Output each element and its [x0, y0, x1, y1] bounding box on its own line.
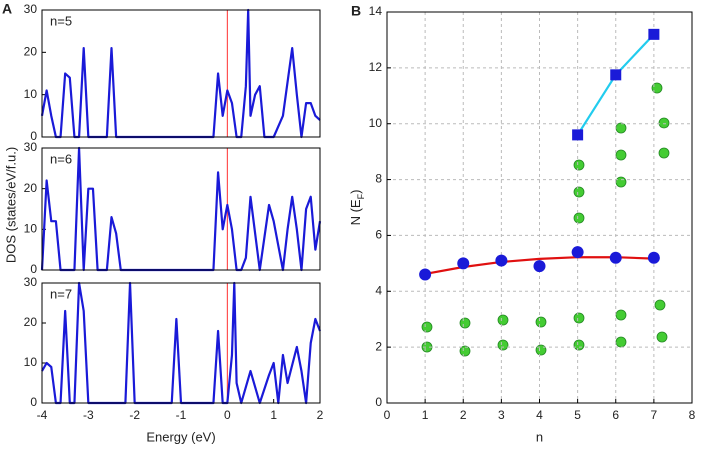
- frame: [41, 147, 321, 271]
- y-tick-label: 30: [24, 140, 38, 154]
- y-tick-label: 10: [24, 222, 38, 236]
- x-tick-label: 8: [689, 408, 696, 422]
- plot-area: [419, 28, 660, 281]
- point: [610, 69, 622, 81]
- x-tick-label: 5: [574, 408, 581, 422]
- y-tick-label: 20: [24, 181, 38, 195]
- y-tick-label: 8: [375, 172, 382, 186]
- plot-area: [40, 8, 321, 139]
- y-axis-label-part: N (E: [348, 199, 363, 225]
- y-tick-label: 10: [369, 116, 383, 130]
- point: [457, 257, 470, 270]
- y-tick-label: 20: [24, 315, 38, 329]
- frame: [386, 11, 693, 404]
- panel-label: A: [2, 1, 12, 17]
- panel-label: B: [351, 3, 361, 19]
- frame: [41, 282, 321, 404]
- y-tick-label: 12: [369, 60, 383, 74]
- y-tick-label: 10: [24, 355, 38, 369]
- point: [419, 268, 432, 281]
- point: [571, 246, 584, 259]
- series-line: [40, 146, 322, 272]
- y-tick-label: 30: [24, 275, 38, 289]
- x-axis-label: n: [536, 429, 543, 444]
- x-tick-label: 2: [460, 408, 467, 422]
- y-tick-label: 0: [30, 262, 37, 276]
- frame: [41, 9, 321, 138]
- point: [495, 254, 508, 267]
- x-tick-label: -2: [129, 408, 140, 422]
- x-axis-label: Energy (eV): [146, 429, 215, 444]
- x-tick-label: 4: [536, 408, 543, 422]
- point: [572, 129, 584, 141]
- x-tick-label: 1: [270, 408, 277, 422]
- y-tick-label: 0: [375, 395, 382, 409]
- y-tick-label: 4: [375, 283, 382, 297]
- y-tick-label: 30: [24, 2, 38, 16]
- series-line: [40, 8, 321, 139]
- x-tick-label: -3: [83, 408, 94, 422]
- y-tick-label: 0: [30, 395, 37, 409]
- x-tick-label: 7: [651, 408, 658, 422]
- y-tick-label: 14: [369, 4, 383, 18]
- x-tick-label: 3: [498, 408, 505, 422]
- x-tick-label: -4: [37, 408, 48, 422]
- x-tick-label: 6: [612, 408, 619, 422]
- point: [648, 28, 660, 40]
- y-tick-label: 2: [375, 339, 382, 353]
- y-axis-label-part: ): [348, 190, 363, 194]
- annotation: n=6: [50, 151, 72, 166]
- x-tick-label: 2: [317, 408, 324, 422]
- y-tick-label: 6: [375, 228, 382, 242]
- y-tick-label: 0: [30, 129, 37, 143]
- annotation: n=5: [50, 13, 72, 28]
- y-tick-label: 10: [24, 87, 38, 101]
- point: [533, 260, 546, 273]
- x-tick-label: 0: [224, 408, 231, 422]
- annotation: n=7: [50, 286, 72, 301]
- plot-area: [41, 281, 322, 405]
- plot-area: [40, 146, 322, 272]
- series-line: [41, 281, 322, 405]
- x-tick-label: 1: [422, 408, 429, 422]
- y-axis-label: N (EF): [348, 190, 366, 226]
- x-tick-label: -1: [176, 408, 187, 422]
- y-axis-label: DOS (states/eV/f.u.): [3, 147, 18, 263]
- point: [609, 251, 622, 264]
- x-tick-label: 0: [384, 408, 391, 422]
- point: [647, 251, 660, 264]
- y-tick-label: 20: [24, 45, 38, 59]
- y-axis-label-part: F: [356, 193, 366, 199]
